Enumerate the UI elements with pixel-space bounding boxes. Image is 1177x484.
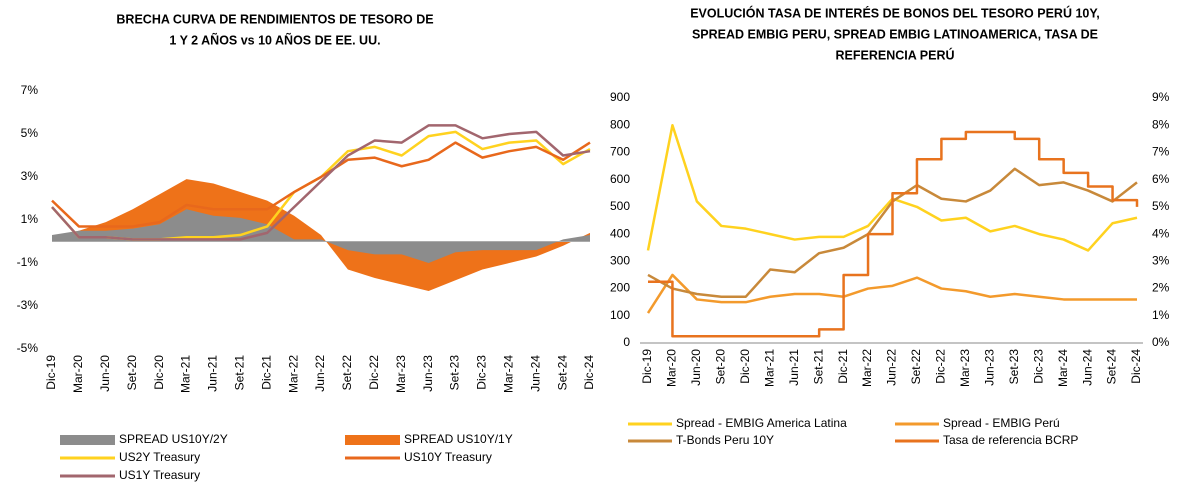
x-tick-label: Mar-20	[665, 349, 679, 387]
x-tick-label: Dic-22	[367, 355, 381, 390]
x-tick-label: Jun-20	[98, 355, 112, 392]
legend-label: Spread - EMBIG America Latina	[676, 416, 847, 430]
legend-label: US1Y Treasury	[119, 468, 200, 482]
x-tick-label: Dic-21	[259, 355, 273, 390]
x-tick-label: Jun-24	[528, 355, 542, 392]
legend-label: SPREAD US10Y/2Y	[119, 432, 228, 446]
x-tick-label: Dic-23	[475, 355, 489, 390]
y2-tick-label: 2%	[1152, 281, 1170, 295]
x-tick-label: Set-21	[232, 355, 246, 391]
y2-tick-label: 3%	[1152, 254, 1170, 268]
x-tick-label: Set-23	[448, 355, 462, 391]
chart-title: BRECHA CURVA DE RENDIMIENTOS DE TESORO D…	[116, 12, 433, 26]
legend-label: Tasa de referencia BCRP	[943, 433, 1078, 447]
x-tick-label: Dic-21	[836, 349, 850, 384]
line	[51, 124, 591, 241]
y-tick-label: 0	[623, 335, 630, 349]
chart-title: REFERENCIA PERÚ	[836, 47, 955, 62]
x-tick-label: Jun-20	[689, 349, 703, 386]
x-tick-label: Mar-21	[179, 355, 193, 393]
y2-tick-label: 4%	[1152, 226, 1170, 240]
chart-title: 1 Y 2 AÑOS vs 10 AÑOS DE EE. UU.	[169, 32, 380, 47]
x-tick-label: Set-22	[909, 349, 923, 385]
legend-swatch	[60, 435, 115, 445]
area	[52, 209, 590, 263]
area	[52, 179, 590, 291]
x-tick-label: Set-20	[125, 355, 139, 391]
y2-tick-label: 9%	[1152, 90, 1170, 104]
legend-label: T-Bonds Peru 10Y	[676, 433, 774, 447]
chart-title: SPREAD EMBIG PERU, SPREAD EMBIG LATINOAM…	[692, 27, 1098, 41]
x-tick-label: Dic-23	[1031, 349, 1045, 384]
x-tick-label: Mar-20	[71, 355, 85, 393]
x-tick-label: Mar-24	[501, 355, 515, 393]
y-tick-label: 100	[610, 308, 630, 322]
x-tick-label: Dic-19	[640, 349, 654, 384]
y-tick-label: 600	[610, 172, 630, 186]
y-tick-label: 5%	[21, 126, 39, 140]
legend-label: Spread - EMBIG Perú	[943, 416, 1060, 430]
x-tick-label: Mar-22	[860, 349, 874, 387]
line	[648, 130, 1139, 338]
x-tick-label: Mar-23	[958, 349, 972, 387]
x-tick-label: Set-23	[1007, 349, 1021, 385]
y2-tick-label: 8%	[1152, 117, 1170, 131]
x-tick-label: Dic-22	[934, 349, 948, 384]
y-tick-label: -1%	[17, 255, 39, 269]
y-tick-label: 300	[610, 254, 630, 268]
y2-tick-label: 5%	[1152, 199, 1170, 213]
x-tick-label: Jun-21	[787, 349, 801, 386]
y-tick-label: 400	[610, 226, 630, 240]
y2-tick-label: 6%	[1152, 172, 1170, 186]
chart-title: EVOLUCIÓN TASA DE INTERÉS DE BONOS DEL T…	[690, 5, 1100, 20]
x-tick-label: Jun-23	[982, 349, 996, 386]
y2-tick-label: 1%	[1152, 308, 1170, 322]
y-tick-label: -3%	[17, 298, 39, 312]
x-tick-label: Dic-24	[1129, 349, 1143, 384]
y-tick-label: 700	[610, 145, 630, 159]
x-tick-label: Mar-22	[286, 355, 300, 393]
x-tick-label: Jun-24	[1080, 349, 1094, 386]
legend-label: US2Y Treasury	[119, 450, 200, 464]
y-tick-label: 900	[610, 90, 630, 104]
x-tick-label: Jun-21	[206, 355, 220, 392]
x-tick-label: Set-24	[555, 355, 569, 391]
x-tick-label: Dic-24	[582, 355, 596, 390]
x-tick-label: Mar-24	[1056, 349, 1070, 387]
x-tick-label: Dic-19	[44, 355, 58, 390]
y-tick-label: -5%	[17, 341, 39, 355]
y-tick-label: 3%	[21, 169, 39, 183]
line	[51, 141, 591, 228]
x-tick-label: Set-20	[714, 349, 728, 385]
y2-tick-label: 7%	[1152, 145, 1170, 159]
legend-label: US10Y Treasury	[404, 450, 492, 464]
y-tick-label: 7%	[21, 83, 39, 97]
y-tick-label: 500	[610, 199, 630, 213]
legend-swatch	[345, 435, 400, 445]
y-tick-label: 800	[610, 117, 630, 131]
x-tick-label: Set-24	[1105, 349, 1119, 385]
line	[646, 273, 1137, 314]
y2-tick-label: 0%	[1152, 335, 1170, 349]
x-tick-label: Dic-20	[152, 355, 166, 390]
y-tick-label: 200	[610, 281, 630, 295]
x-tick-label: Set-22	[340, 355, 354, 391]
x-tick-label: Jun-22	[313, 355, 327, 392]
x-tick-label: Set-21	[811, 349, 825, 385]
x-tick-label: Jun-22	[885, 349, 899, 386]
legend-label: SPREAD US10Y/1Y	[404, 432, 513, 446]
x-tick-label: Mar-23	[394, 355, 408, 393]
x-tick-label: Jun-23	[421, 355, 435, 392]
x-tick-label: Dic-20	[738, 349, 752, 384]
y-tick-label: 1%	[21, 212, 39, 226]
x-tick-label: Mar-21	[762, 349, 776, 387]
